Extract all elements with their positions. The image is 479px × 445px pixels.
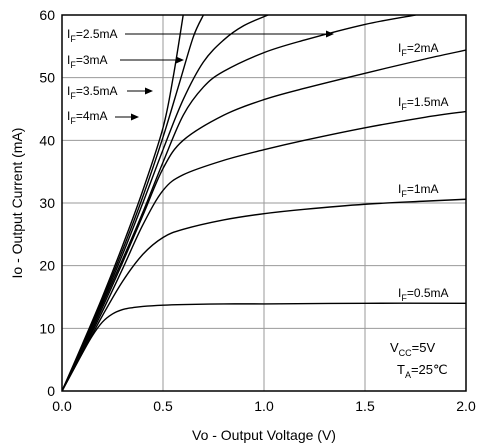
series-label: IF=1mA [398, 182, 439, 199]
y-tick-label: 50 [39, 70, 55, 86]
curve-series [62, 15, 184, 391]
condition-ta: TA=25℃ [397, 362, 448, 380]
curve-series [62, 110, 466, 391]
series-label: IF=1.5mA [398, 95, 449, 112]
series-label: IF=2.5mA [67, 27, 118, 44]
tick-labels: 0.0 0.5 1.0 1.5 2.0 0 10 20 30 40 50 60 [39, 7, 476, 414]
x-tick-label: 0.0 [52, 398, 72, 414]
x-axis-title: Vo - Output Voltage (V) [192, 427, 336, 443]
series-label: IF=3.5mA [67, 84, 118, 101]
y-tick-label: 30 [39, 195, 55, 211]
y-tick-label: 60 [39, 7, 55, 23]
curve-series [62, 15, 416, 391]
curve-series [62, 198, 466, 391]
y-axis-title: Io - Output Current (mA) [9, 128, 25, 279]
label-arrow-head [176, 56, 184, 64]
label-arrow-head [145, 87, 153, 95]
label-arrow-head [326, 30, 334, 38]
series-label: IF=0.5mA [398, 286, 449, 303]
x-tick-label: 1.0 [254, 398, 274, 414]
grid [62, 15, 466, 391]
x-tick-label: 2.0 [456, 398, 476, 414]
curve-series [62, 15, 269, 391]
plot-frame [61, 14, 467, 392]
x-tick-label: 1.5 [355, 398, 375, 414]
series-label: IF=2mA [398, 41, 439, 58]
y-tick-label: 20 [39, 258, 55, 274]
test-conditions: VCC=5V TA=25℃ [390, 340, 448, 380]
series-label: IF=3mA [67, 53, 108, 70]
curve-series [62, 49, 466, 391]
y-tick-label: 40 [39, 132, 55, 148]
series-labels: IF=0.5mA IF=1mA IF=1.5mA IF=2mA IF=2.5mA IF=3… [67, 27, 449, 303]
y-tick-label: 10 [39, 320, 55, 336]
label-arrow-head [131, 113, 139, 121]
curves [62, 15, 466, 391]
series-label: IF=4mA [67, 109, 108, 126]
condition-vcc: VCC=5V [390, 340, 435, 358]
x-tick-label: 0.5 [153, 398, 173, 414]
y-tick-label: 0 [47, 383, 55, 399]
